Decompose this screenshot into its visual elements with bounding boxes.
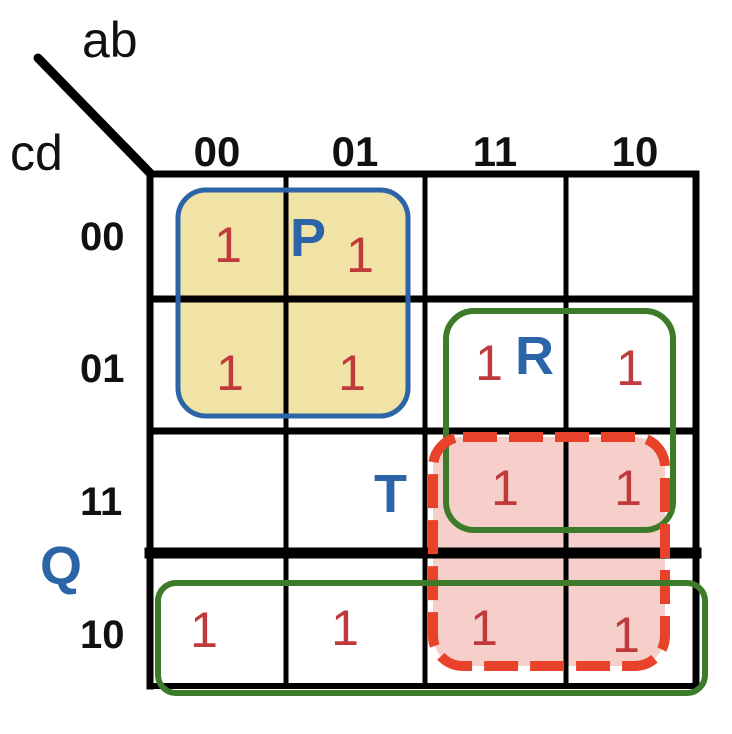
cell-r0-c1: 1 (346, 227, 374, 283)
cell-r1-c3: 1 (616, 340, 644, 396)
column-header-11: 11 (473, 128, 517, 175)
cell-r2-c3: 1 (614, 460, 642, 516)
cell-r1-c1: 1 (338, 345, 366, 401)
row-variables-label: cd (10, 125, 63, 181)
group-t-label: T (374, 464, 407, 524)
cell-r3-c0: 1 (190, 602, 218, 658)
group-q-label: Q (40, 536, 82, 596)
cell-r2-c2: 1 (491, 460, 519, 516)
cell-r1-c0: 1 (216, 345, 244, 401)
row-header-01: 01 (80, 347, 125, 391)
cell-r3-c3: 1 (612, 607, 640, 663)
row-header-10: 10 (80, 613, 125, 657)
column-header-00: 00 (194, 128, 241, 175)
column-variables-label: ab (82, 12, 138, 68)
cell-r0-c0: 1 (214, 217, 242, 273)
row-header-11: 11 (80, 480, 122, 524)
column-header-10: 10 (612, 128, 659, 175)
cell-r3-c1: 1 (331, 600, 359, 656)
group-r-label: R (515, 326, 554, 386)
row-header-00: 00 (80, 215, 125, 259)
cell-r3-c2: 1 (470, 600, 498, 656)
cell-r1-c2: 1 (475, 335, 503, 391)
column-header-01: 01 (332, 128, 379, 175)
group-p-label: P (290, 208, 326, 268)
